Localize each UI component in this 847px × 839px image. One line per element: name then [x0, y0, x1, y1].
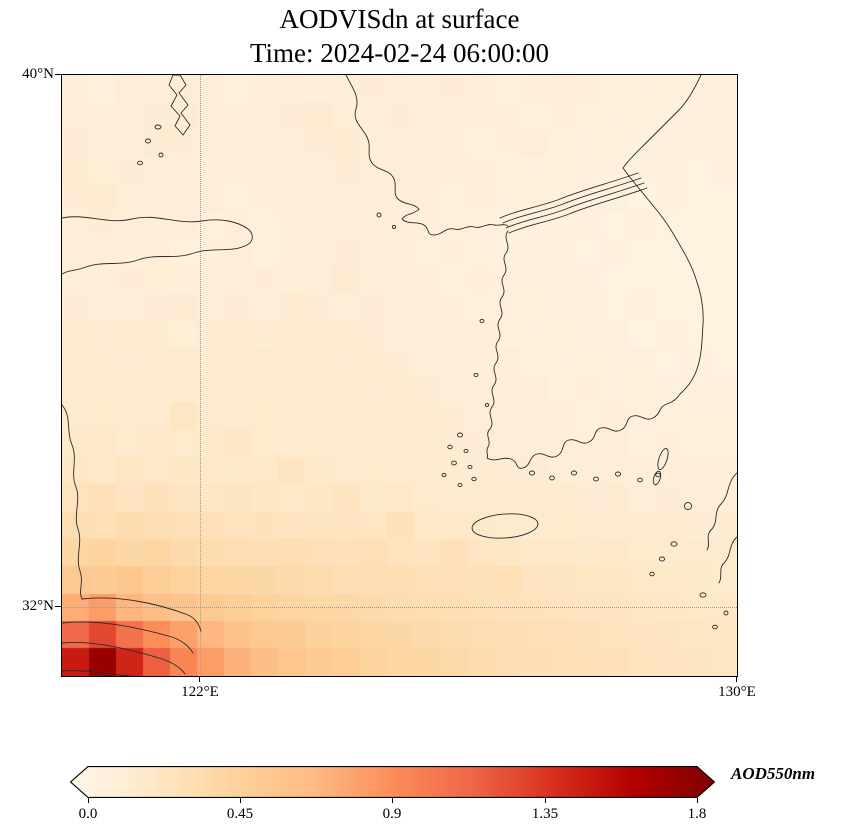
gridline-32n [62, 607, 737, 608]
plot-subtitle: Time: 2024-02-24 06:00:00 [249, 38, 550, 68]
xtick-130e: 130°E [718, 684, 756, 700]
cbar-tick-3: 1.35 [531, 806, 559, 822]
coast-shandong [62, 216, 253, 275]
aod-heatmap-canvas [62, 75, 737, 676]
map-axes [61, 74, 738, 677]
cbar-tickmark-2 [392, 798, 394, 803]
coast-kyushu-1 [706, 472, 737, 551]
coast-liaodong [168, 75, 191, 136]
coast-jiangsu [62, 404, 83, 600]
hangzhou-bay [62, 670, 133, 676]
cbar-tickmark-0 [88, 798, 90, 803]
xtick-122e: 122°E [181, 684, 219, 700]
coastline-overlay [62, 75, 737, 676]
cbar-tick-1: 0.45 [226, 806, 254, 822]
yangtze-chongming [62, 621, 194, 654]
ytick-32n: 32°N [22, 598, 54, 614]
iki-island [683, 501, 693, 511]
colorbar-label: AOD550nm [731, 764, 816, 783]
gridline-122e [200, 75, 201, 676]
xtickmark-122e [199, 677, 201, 682]
yangtze-north-bank [81, 597, 202, 632]
tsushima-north [657, 448, 669, 470]
cbar-tick-0: 0.0 [78, 806, 98, 822]
colorbar [70, 766, 715, 798]
cbar-tickmark-3 [545, 798, 547, 803]
coast-kyushu-2 [718, 536, 737, 584]
colorbar-bar [70, 766, 715, 798]
tsushima-south [652, 470, 662, 486]
cbar-tick-4: 1.8 [687, 806, 707, 822]
coast-korea [486, 75, 704, 469]
xtickmark-130e [736, 677, 738, 682]
cbar-tickmark-1 [240, 798, 242, 803]
river-line-2 [502, 177, 642, 224]
river-line-1 [499, 172, 639, 219]
ytickmark-40n [55, 74, 61, 76]
ytickmark-32n [55, 606, 61, 608]
yangtze-south-bank [62, 642, 186, 675]
ytick-40n: 40°N [22, 66, 54, 82]
plot-title: AODVISdn at surface [279, 4, 520, 34]
coast-nk-west [345, 75, 509, 236]
river-line-3 [505, 182, 645, 229]
river-line-4 [508, 187, 648, 234]
cbar-tickmark-4 [697, 798, 699, 803]
jeju-island [471, 513, 539, 539]
cbar-tick-2: 0.9 [382, 806, 402, 822]
